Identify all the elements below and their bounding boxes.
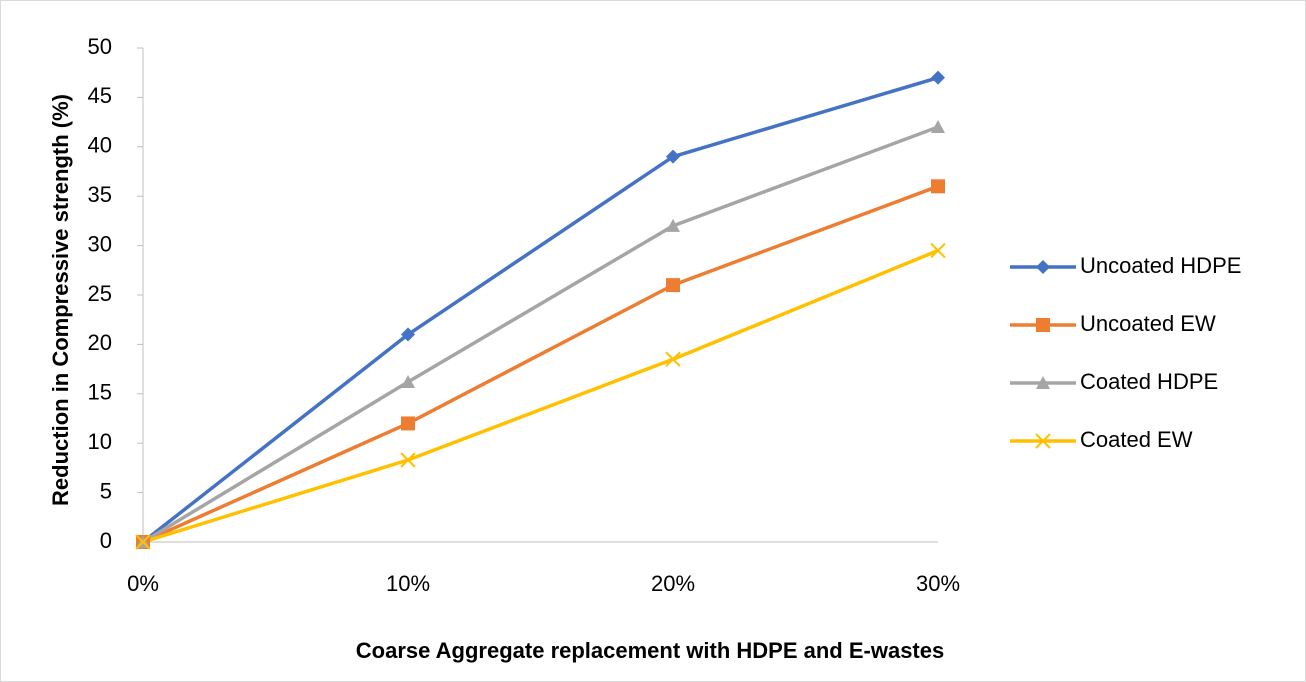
legend-marker — [1036, 260, 1050, 274]
y-tick-label: 45 — [88, 83, 112, 108]
series-line — [142, 248, 939, 544]
y-tick-label: 10 — [88, 429, 112, 454]
data-point — [931, 70, 945, 85]
legend-marker — [1035, 433, 1051, 449]
y-tick-label: 30 — [88, 231, 112, 256]
x-tick-label: 30% — [916, 571, 960, 596]
legend-label: Uncoated EW — [1080, 311, 1216, 336]
y-tick-label: 5 — [100, 478, 112, 503]
legend-label: Uncoated HDPE — [1080, 253, 1241, 278]
data-point — [400, 452, 416, 468]
x-tick-label: 0% — [127, 571, 159, 596]
legend-label: Coated EW — [1080, 427, 1193, 452]
data-point — [401, 416, 415, 431]
x-tick-label: 10% — [386, 571, 430, 596]
data-point — [930, 242, 946, 259]
y-tick-label: 40 — [88, 133, 112, 158]
data-point — [135, 534, 151, 550]
data-point — [931, 179, 945, 194]
data-point — [401, 327, 415, 342]
series-line — [142, 125, 939, 544]
x-tick-label: 20% — [651, 571, 695, 596]
legend-label: Coated HDPE — [1080, 369, 1218, 394]
y-tick-label: 20 — [88, 330, 112, 355]
series-line — [141, 75, 939, 544]
data-point — [666, 278, 680, 293]
data-point — [401, 374, 415, 388]
legend-marker — [1036, 376, 1050, 389]
data-point — [931, 120, 945, 134]
series-line — [142, 184, 939, 544]
data-point — [666, 149, 680, 164]
data-point — [665, 351, 681, 367]
x-axis-title: Coarse Aggregate replacement with HDPE a… — [356, 638, 944, 663]
data-point — [666, 218, 680, 232]
y-tick-label: 15 — [88, 380, 112, 405]
y-axis-title: Reduction in Compressive strength (%) — [48, 94, 73, 506]
y-tick-label: 35 — [88, 182, 112, 207]
y-tick-label: 25 — [88, 281, 112, 306]
y-tick-label: 0 — [100, 528, 112, 553]
legend-marker — [1036, 318, 1050, 332]
y-tick-label: 50 — [88, 34, 112, 59]
